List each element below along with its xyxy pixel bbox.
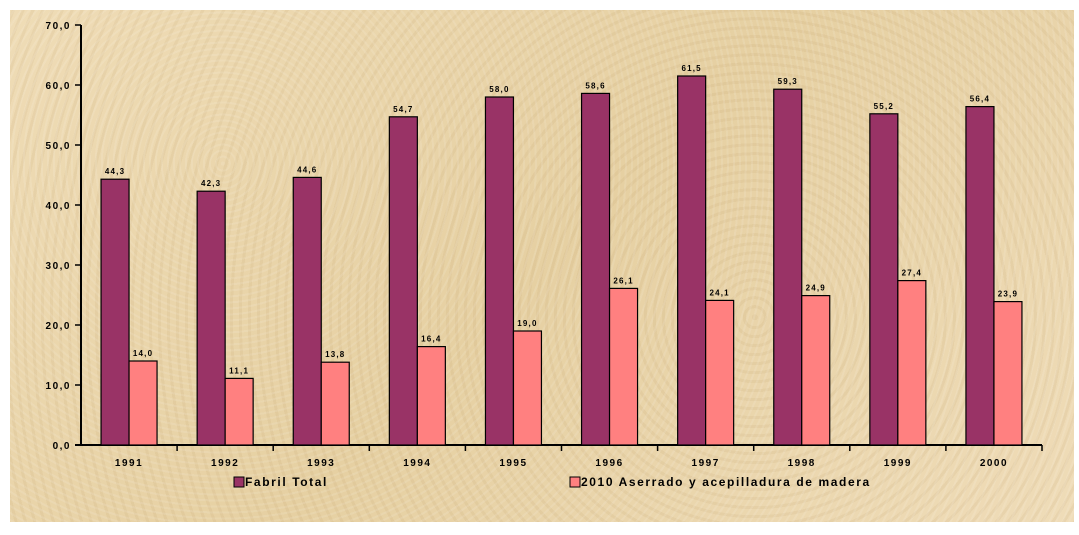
data-label: 54,7 <box>393 105 413 114</box>
y-tick-label: 60,0 <box>46 81 71 92</box>
x-tick-label: 1991 <box>115 458 143 469</box>
data-label: 56,4 <box>970 95 990 104</box>
data-label: 42,3 <box>201 179 221 188</box>
y-tick-label: 10,0 <box>46 381 71 392</box>
chart-background: 0,0 10,0 20,0 30,0 40,0 50,0 60,0 70,0 1991 1992 1… <box>10 10 1074 522</box>
y-tick-label: 20,0 <box>46 321 71 332</box>
bar-fabril-total <box>100 178 130 446</box>
bar-fabril-total <box>773 88 803 446</box>
data-label: 44,3 <box>105 167 125 176</box>
chart-legend: Fabril Total 2010 Aserrado y acepilladura… <box>233 475 871 489</box>
data-label: 13,8 <box>325 350 345 359</box>
bar-aserrado <box>801 295 831 446</box>
data-label: 59,3 <box>778 77 798 86</box>
legend-swatch <box>233 476 245 488</box>
x-tick-label: 1994 <box>403 458 431 469</box>
x-tick-label: 1997 <box>692 458 720 469</box>
bar-fabril-total <box>580 92 611 446</box>
bar-aserrado <box>608 287 639 446</box>
chart-bars <box>100 75 1023 446</box>
bar-fabril-total <box>677 75 707 446</box>
data-label: 58,0 <box>489 85 509 94</box>
bar-aserrado <box>512 330 543 446</box>
data-label: 23,9 <box>998 290 1018 299</box>
bar-aserrado <box>320 361 350 446</box>
x-tick-label: 1996 <box>595 458 623 469</box>
bar-fabril-total <box>965 105 995 446</box>
bar-aserrado <box>224 377 254 446</box>
data-label: 19,0 <box>517 319 537 328</box>
data-label: 58,6 <box>585 81 605 90</box>
data-label: 26,1 <box>613 276 633 285</box>
data-label: 24,9 <box>806 284 826 293</box>
data-label: 16,4 <box>421 335 441 344</box>
y-tick-label: 70,0 <box>46 21 71 32</box>
y-tick-label: 0,0 <box>53 441 71 452</box>
data-label: 55,2 <box>874 102 894 111</box>
y-tick-label: 50,0 <box>46 141 71 152</box>
bar-aserrado <box>897 280 927 446</box>
legend-label: Fabril Total <box>245 475 328 489</box>
legend-label: 2010 Aserrado y acepilladura de madera <box>581 475 871 489</box>
legend-swatch <box>569 476 581 488</box>
bar-aserrado <box>705 299 735 446</box>
bar-fabril-total <box>484 96 515 446</box>
y-tick-label: 30,0 <box>46 261 71 272</box>
x-tick-label: 1992 <box>211 458 239 469</box>
bar-aserrado <box>993 301 1023 446</box>
y-tick-label: 40,0 <box>46 201 71 212</box>
data-label: 44,6 <box>297 165 317 174</box>
data-label: 24,1 <box>709 288 729 297</box>
data-label: 27,4 <box>902 269 922 278</box>
bar-fabril-total <box>388 116 418 446</box>
data-label: 14,0 <box>133 349 153 358</box>
data-label: 11,1 <box>229 366 249 375</box>
x-tick-label: 1995 <box>499 458 527 469</box>
x-tick-label: 1993 <box>307 458 335 469</box>
x-tick-label: 2000 <box>980 458 1008 469</box>
x-tick-label: 1999 <box>884 458 912 469</box>
bar-fabril-total <box>869 113 899 446</box>
x-tick-label: 1998 <box>788 458 816 469</box>
bar-chart: 0,0 10,0 20,0 30,0 40,0 50,0 60,0 70,0 1991 1992 1… <box>46 21 1043 489</box>
data-label: 61,5 <box>681 64 701 73</box>
bar-fabril-total <box>292 176 322 446</box>
bar-fabril-total <box>196 190 226 446</box>
bar-aserrado <box>128 360 158 446</box>
bar-aserrado <box>416 346 446 446</box>
chart-data-labels: 44,3 14,0 42,3 11,1 44,6 13,8 54,7 16,4 58,0 19,0… <box>105 64 1018 375</box>
